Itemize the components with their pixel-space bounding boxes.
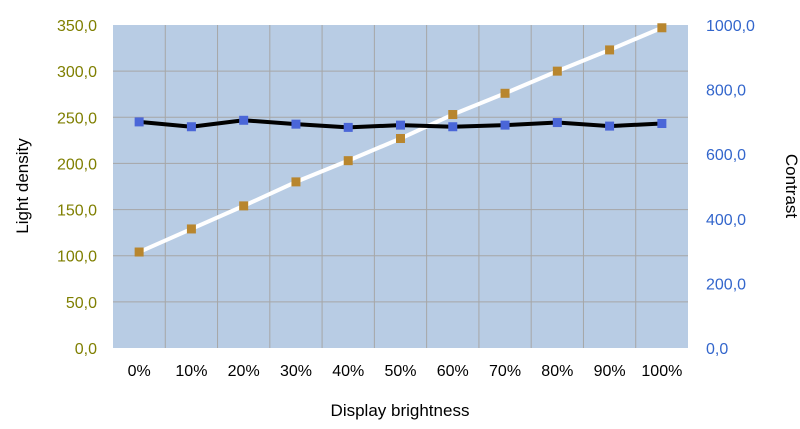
data-point <box>605 121 615 131</box>
right-axis-ticks: 0,0 200,0 400,0 600,0 800,0 1000,0 <box>706 18 755 358</box>
y-tick-label: 300,0 <box>57 64 97 81</box>
data-point <box>657 119 667 129</box>
y2-tick-label: 1000,0 <box>706 18 755 35</box>
x-tick-label: 40% <box>332 363 364 380</box>
data-point <box>552 66 562 76</box>
data-point <box>605 45 615 55</box>
data-point <box>396 120 405 130</box>
x-tick-label: 0% <box>128 363 151 380</box>
x-axis-ticks: 0% 10% 20% 30% 40% 50% 60% 70% 80% 90% 100% <box>128 363 683 380</box>
y-tick-label: 150,0 <box>57 203 97 220</box>
x-tick-label: 20% <box>228 363 260 380</box>
y-tick-label: 0,0 <box>75 341 97 358</box>
y-tick-label: 250,0 <box>57 110 97 127</box>
data-point <box>448 110 458 120</box>
x-tick-label: 80% <box>541 363 573 380</box>
left-axis-ticks: 0,0 50,0 100,0 150,0 200,0 250,0 300,0 350,0 <box>57 18 97 358</box>
plot-area <box>113 25 688 348</box>
x-tick-label: 50% <box>384 363 416 380</box>
data-point <box>343 122 353 132</box>
data-point <box>239 201 249 211</box>
data-point <box>134 247 144 257</box>
y2-tick-label: 600,0 <box>706 147 746 164</box>
y-tick-label: 50,0 <box>66 295 97 312</box>
x-tick-label: 60% <box>437 363 469 380</box>
data-point <box>291 177 301 187</box>
x-axis-title: Display brightness <box>331 401 470 420</box>
series-group <box>134 23 667 257</box>
data-point <box>552 118 562 128</box>
data-point <box>396 134 405 144</box>
x-tick-label: 30% <box>280 363 312 380</box>
data-point <box>448 122 458 132</box>
y2-tick-label: 800,0 <box>706 83 746 100</box>
y2-tick-label: 200,0 <box>706 276 746 293</box>
y-tick-label: 100,0 <box>57 249 97 266</box>
data-point <box>500 88 510 98</box>
data-point <box>186 122 196 132</box>
data-point <box>186 224 196 234</box>
y2-tick-label: 400,0 <box>706 212 746 229</box>
x-tick-label: 90% <box>594 363 626 380</box>
grid-lines <box>113 25 688 348</box>
x-tick-label: 70% <box>489 363 521 380</box>
y-tick-label: 350,0 <box>57 18 97 35</box>
data-point <box>343 156 353 166</box>
y-axis-title: Light density <box>13 138 32 234</box>
x-tick-label: 10% <box>175 363 207 380</box>
data-point <box>291 119 301 129</box>
data-point <box>657 23 667 33</box>
y2-axis-title: Contrast <box>782 154 800 219</box>
series-1 <box>134 23 667 257</box>
series-2 <box>134 115 667 132</box>
data-point <box>134 117 144 127</box>
x-tick-label: 100% <box>641 363 682 380</box>
data-point <box>500 120 510 130</box>
y2-tick-label: 0,0 <box>706 341 728 358</box>
data-point <box>239 115 249 125</box>
y-tick-label: 200,0 <box>57 156 97 173</box>
